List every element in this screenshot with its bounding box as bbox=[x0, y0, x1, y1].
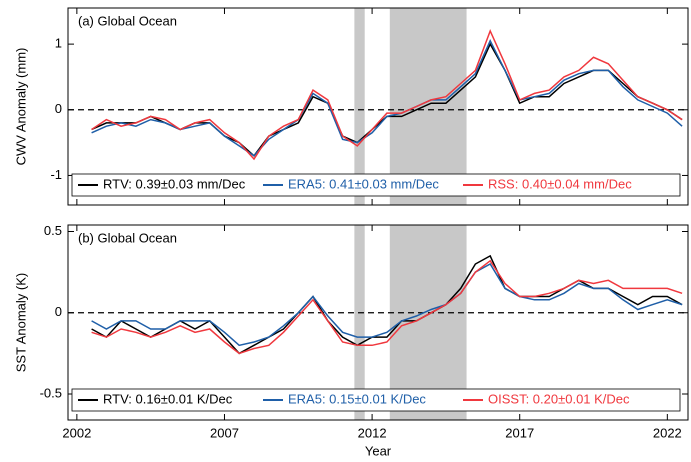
legend-label: ERA5: 0.41±0.03 mm/Dec bbox=[288, 176, 439, 191]
legend-label: RSS: 0.40±0.04 mm/Dec bbox=[488, 176, 632, 191]
series-line bbox=[91, 29, 683, 161]
y-tick-label: 0.5 bbox=[44, 223, 62, 238]
plot-frame bbox=[67, 224, 689, 421]
y-tick-label: -0.5 bbox=[40, 385, 62, 400]
legend-label: RTV: 0.16±0.01 K/Dec bbox=[103, 391, 233, 406]
shaded-period bbox=[354, 8, 365, 205]
x-tick-label: 2007 bbox=[210, 425, 239, 440]
x-tick-label: 2002 bbox=[62, 425, 91, 440]
x-axis-label: Year bbox=[365, 443, 392, 458]
series-line bbox=[91, 39, 683, 157]
series-line bbox=[91, 42, 683, 157]
series-line bbox=[91, 254, 683, 355]
legend-box bbox=[71, 388, 681, 412]
x-tick-label: 2022 bbox=[653, 425, 682, 440]
series-line bbox=[91, 262, 683, 347]
y-axis-label: SST Anomaly (K) bbox=[13, 273, 28, 372]
legend-box bbox=[71, 173, 681, 197]
y-axis-label: CWV Anomaly (mm) bbox=[13, 48, 28, 166]
legend-label: ERA5: 0.15±0.01 K/Dec bbox=[288, 391, 426, 406]
y-tick-label: 0 bbox=[55, 304, 62, 319]
legend-label: RTV: 0.39±0.03 mm/Dec bbox=[103, 176, 246, 191]
x-tick-label: 2017 bbox=[505, 425, 534, 440]
x-tick-label: 2012 bbox=[358, 425, 387, 440]
shaded-period bbox=[389, 8, 467, 205]
shaded-period bbox=[354, 225, 365, 420]
series-line bbox=[91, 259, 683, 355]
shaded-period bbox=[389, 225, 467, 420]
legend-label: OISST: 0.20±0.01 K/Dec bbox=[488, 391, 630, 406]
y-tick-label: -1 bbox=[50, 167, 62, 182]
y-tick-label: 1 bbox=[55, 36, 62, 51]
panel-title: (a) Global Ocean bbox=[78, 13, 177, 28]
y-tick-label: 0 bbox=[55, 101, 62, 116]
plot-frame bbox=[67, 7, 689, 206]
panel-title: (b) Global Ocean bbox=[78, 230, 177, 245]
